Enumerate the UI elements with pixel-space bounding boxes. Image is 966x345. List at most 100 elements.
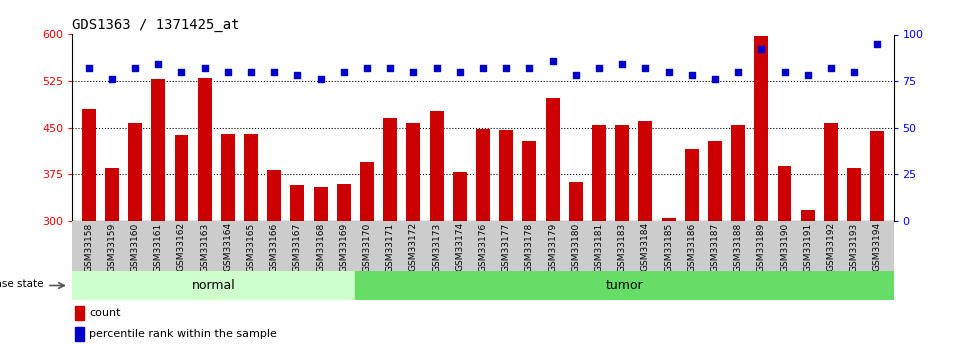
Text: GSM33192: GSM33192 — [827, 222, 836, 272]
Bar — [244, 134, 258, 221]
Point — [869, 41, 885, 47]
Point — [800, 73, 815, 78]
Bar — [384, 118, 397, 221]
Text: GDS1363 / 1371425_at: GDS1363 / 1371425_at — [72, 18, 240, 32]
Point — [128, 65, 143, 71]
Text: GSM33183: GSM33183 — [617, 222, 627, 272]
Point — [684, 73, 699, 78]
Text: GSM33184: GSM33184 — [640, 222, 650, 272]
Text: GSM33193: GSM33193 — [850, 222, 859, 272]
Text: GSM33178: GSM33178 — [525, 222, 534, 272]
Text: GSM33159: GSM33159 — [107, 222, 116, 272]
Point — [267, 69, 282, 75]
Point — [777, 69, 792, 75]
Text: GSM33187: GSM33187 — [710, 222, 720, 272]
Bar — [499, 129, 513, 221]
Text: GSM33172: GSM33172 — [409, 222, 418, 272]
Text: GSM33166: GSM33166 — [270, 222, 279, 272]
Point — [753, 47, 769, 52]
FancyBboxPatch shape — [72, 271, 355, 300]
Text: percentile rank within the sample: percentile rank within the sample — [89, 329, 277, 339]
Point — [151, 61, 166, 67]
Bar — [847, 168, 861, 221]
Bar — [314, 187, 327, 221]
Text: GSM33194: GSM33194 — [873, 222, 882, 272]
Text: GSM33185: GSM33185 — [664, 222, 673, 272]
Bar — [870, 131, 884, 221]
Bar — [82, 109, 96, 221]
Text: GSM33174: GSM33174 — [455, 222, 465, 272]
Bar — [291, 185, 304, 221]
Bar — [360, 162, 374, 221]
Point — [498, 65, 514, 71]
Bar — [801, 210, 814, 221]
Point — [522, 65, 537, 71]
Text: GSM33161: GSM33161 — [154, 222, 163, 272]
Bar — [708, 141, 722, 221]
Point — [104, 77, 120, 82]
Point — [614, 61, 630, 67]
Bar — [268, 170, 281, 221]
Bar — [175, 135, 188, 221]
Text: GSM33188: GSM33188 — [733, 222, 743, 272]
Bar — [592, 125, 606, 221]
Text: tumor: tumor — [606, 279, 643, 292]
Point — [81, 65, 97, 71]
Bar — [476, 129, 490, 221]
Point — [383, 65, 398, 71]
FancyBboxPatch shape — [355, 271, 894, 300]
Point — [730, 69, 746, 75]
Bar — [639, 121, 652, 221]
Text: GSM33179: GSM33179 — [548, 222, 557, 272]
Bar — [407, 123, 420, 221]
Point — [174, 69, 189, 75]
Point — [591, 65, 607, 71]
Point — [197, 65, 213, 71]
Point — [406, 69, 421, 75]
Text: GSM33168: GSM33168 — [316, 222, 326, 272]
Text: GSM33165: GSM33165 — [246, 222, 256, 272]
Point — [545, 58, 560, 63]
Point — [452, 69, 468, 75]
Bar — [569, 182, 582, 221]
Bar — [731, 125, 745, 221]
Text: GSM33181: GSM33181 — [594, 222, 604, 272]
Text: count: count — [89, 308, 121, 318]
Point — [823, 65, 838, 71]
Text: GSM33163: GSM33163 — [200, 222, 210, 272]
Text: GSM33160: GSM33160 — [130, 222, 139, 272]
Bar — [662, 218, 675, 221]
Text: GSM33190: GSM33190 — [780, 222, 789, 272]
Bar — [128, 123, 142, 221]
Point — [638, 65, 653, 71]
Bar — [337, 184, 351, 221]
Bar — [74, 306, 84, 320]
Bar — [74, 327, 84, 341]
Text: GSM33170: GSM33170 — [362, 222, 372, 272]
Bar — [105, 168, 119, 221]
Point — [568, 73, 583, 78]
Bar — [778, 166, 791, 221]
Point — [359, 65, 375, 71]
Bar — [453, 172, 467, 221]
Bar — [685, 149, 698, 221]
Point — [661, 69, 676, 75]
Bar — [546, 98, 559, 221]
Text: GSM33189: GSM33189 — [756, 222, 766, 272]
Point — [290, 73, 305, 78]
Text: GSM33169: GSM33169 — [339, 222, 349, 272]
Bar — [198, 78, 212, 221]
Text: normal: normal — [192, 279, 236, 292]
Point — [313, 77, 328, 82]
Text: GSM33176: GSM33176 — [478, 222, 488, 272]
Bar — [523, 141, 536, 221]
Bar — [615, 125, 629, 221]
Point — [429, 65, 444, 71]
Text: disease state: disease state — [0, 279, 43, 289]
Point — [243, 69, 259, 75]
Point — [475, 65, 491, 71]
Point — [336, 69, 352, 75]
Bar — [824, 123, 838, 221]
Text: GSM33191: GSM33191 — [803, 222, 812, 272]
Point — [846, 69, 862, 75]
